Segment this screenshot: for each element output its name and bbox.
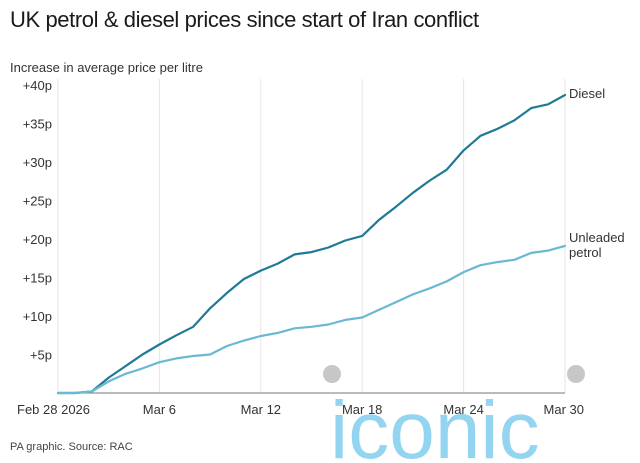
- x-tick-label: Mar 6: [143, 402, 176, 417]
- petrol-line: [56, 244, 567, 395]
- diesel-label: Diesel: [569, 86, 605, 101]
- x-tick-label: Feb 28 2026: [17, 402, 90, 417]
- iconic-watermark-logo: iconic: [323, 365, 585, 463]
- source-note: PA graphic. Source: RAC: [10, 441, 133, 453]
- x-tick-label: Mar 24: [443, 402, 483, 417]
- y-tick-label: +25p: [23, 194, 52, 209]
- y-tick-label: +40p: [23, 78, 52, 93]
- y-tick-label: +35p: [23, 117, 52, 132]
- x-axis-ticks: Feb 28 2026 Mar 6 Mar 12 Mar 18 Mar 24 Mar 30: [17, 402, 584, 417]
- x-tick-label: Mar 18: [342, 402, 382, 417]
- series-lines: [56, 93, 567, 395]
- y-tick-label: +10p: [23, 309, 52, 324]
- gridlines: [57, 79, 566, 393]
- y-tick-label: +30p: [23, 155, 52, 170]
- chart-title: UK petrol & diesel prices since start of…: [10, 7, 479, 32]
- x-tick-label: Mar 30: [544, 402, 584, 417]
- y-tick-label: +20p: [23, 232, 52, 247]
- x-tick-label: Mar 12: [241, 402, 281, 417]
- chart-subtitle: Increase in average price per litre: [10, 60, 203, 75]
- y-axis-ticks: +5p +10p +15p +20p +25p +30p +35p +40p: [23, 78, 52, 363]
- watermark-dot-left: [323, 365, 341, 383]
- y-tick-label: +5p: [30, 348, 52, 363]
- petrol-label: Unleaded petrol: [569, 230, 625, 260]
- diesel-line: [56, 93, 567, 395]
- watermark-text: iconic: [330, 385, 540, 463]
- y-tick-label: +15p: [23, 271, 52, 286]
- series-labels: Diesel Unleaded petrol: [569, 86, 625, 260]
- watermark-dot-right: [567, 365, 585, 383]
